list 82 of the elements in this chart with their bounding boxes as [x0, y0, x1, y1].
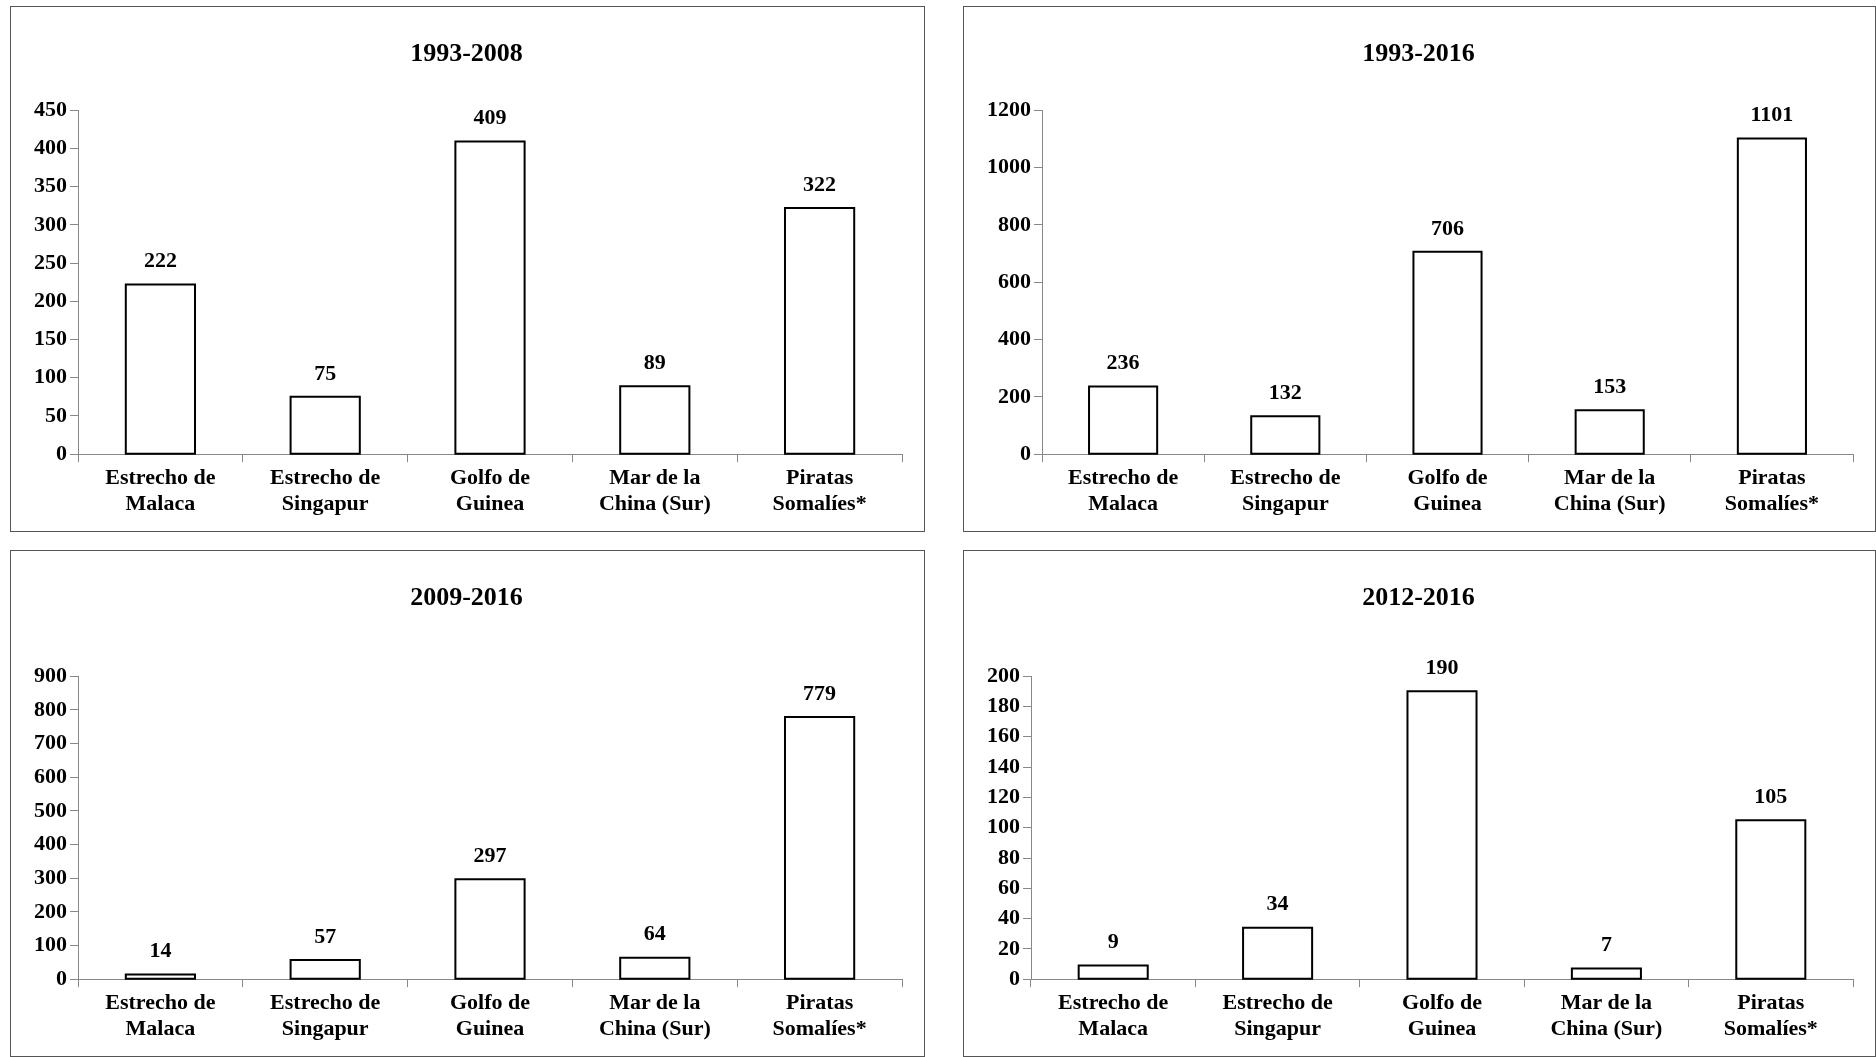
y-tick-label: 150: [34, 325, 67, 351]
data-label: 409: [473, 104, 507, 130]
data-label: 132: [1268, 379, 1302, 405]
data-label: 64: [643, 920, 666, 946]
x-tick-label: Estrecho de Malaca: [105, 989, 216, 1041]
y-tick-label: 60: [998, 873, 1020, 899]
data-label: 297: [473, 841, 507, 867]
y-tick-label: 1200: [987, 95, 1031, 121]
y-tick-label: 80: [998, 843, 1020, 869]
y-tick-label: 160: [987, 722, 1020, 748]
chart-title: 2009-2016: [410, 582, 523, 612]
x-tick-label: Piratas Somalíes*: [772, 464, 867, 516]
y-tick-label: 200: [987, 661, 1020, 687]
data-label: 75: [314, 359, 337, 385]
y-tick-label: 0: [1009, 964, 1020, 990]
y-tick-label: 140: [987, 752, 1020, 778]
data-label: 89: [643, 348, 666, 374]
x-tick-label: Estrecho de Singapur: [270, 989, 381, 1041]
x-tick-label: Mar de la China (Sur): [598, 464, 711, 516]
data-label: 34: [1266, 890, 1289, 916]
x-tick-label: Estrecho de Singapur: [1222, 989, 1333, 1041]
x-tick-label: Estrecho de Singapur: [1230, 464, 1341, 516]
y-tick-label: 500: [34, 796, 67, 822]
y-tick-label: 100: [987, 813, 1020, 839]
y-tick-label: 450: [34, 95, 67, 121]
x-tick-label: Piratas Somalíes*: [1724, 464, 1819, 516]
x-tick-label: Golfo de Guinea: [449, 989, 531, 1041]
data-label: 222: [143, 247, 177, 273]
data-label: 706: [1431, 214, 1464, 240]
x-tick-label: Piratas Somalíes*: [772, 989, 867, 1041]
y-tick-label: 100: [34, 931, 67, 957]
x-tick-label: Piratas Somalíes*: [1723, 989, 1818, 1041]
x-tick-label: Golfo de Guinea: [1401, 989, 1483, 1041]
y-tick-label: 900: [34, 661, 67, 687]
data-label: 7: [1600, 931, 1612, 957]
x-tick-label: Golfo de Guinea: [449, 464, 531, 516]
data-label: 322: [803, 170, 837, 196]
x-tick-label: Estrecho de Malaca: [1058, 989, 1169, 1041]
y-tick-label: 300: [34, 863, 67, 889]
data-label: 105: [1754, 782, 1788, 808]
data-label: 14: [149, 937, 172, 963]
y-tick-label: 400: [34, 134, 67, 160]
data-label: 1101: [1750, 101, 1794, 127]
y-tick-label: 300: [34, 210, 67, 236]
y-tick-label: 400: [998, 325, 1031, 351]
y-tick-label: 200: [34, 897, 67, 923]
y-tick-label: 600: [34, 762, 67, 788]
y-tick-label: 120: [987, 783, 1020, 809]
y-tick-label: 800: [998, 210, 1031, 236]
y-tick-label: 600: [998, 267, 1031, 293]
x-tick-label: Estrecho de Malaca: [105, 464, 216, 516]
data-label: 190: [1425, 654, 1459, 680]
x-tick-label: Golfo de Guinea: [1407, 464, 1488, 516]
y-tick-label: 180: [987, 692, 1020, 718]
y-tick-label: 800: [34, 695, 67, 721]
x-tick-label: Estrecho de Singapur: [270, 464, 381, 516]
x-tick-label: Mar de la China (Sur): [1553, 464, 1666, 516]
y-tick-label: 0: [56, 964, 67, 990]
y-tick-label: 100: [34, 363, 67, 389]
x-tick-label: Mar de la China (Sur): [1550, 989, 1663, 1041]
y-tick-label: 200: [34, 287, 67, 312]
y-tick-label: 250: [34, 248, 67, 274]
x-tick-label: Estrecho de Malaca: [1068, 464, 1179, 516]
y-tick-label: 40: [998, 904, 1020, 930]
y-tick-label: 1000: [987, 153, 1031, 179]
y-tick-label: 20: [998, 934, 1020, 960]
data-label: 779: [803, 679, 837, 705]
data-label: 9: [1107, 928, 1119, 954]
chart-title: 2012-2016: [1362, 582, 1475, 612]
y-tick-label: 0: [1020, 439, 1031, 465]
data-label: 236: [1106, 349, 1140, 375]
y-tick-label: 400: [34, 830, 67, 856]
y-tick-label: 350: [34, 172, 67, 198]
x-tick-label: Mar de la China (Sur): [598, 989, 711, 1041]
chart-title: 1993-2008: [410, 38, 523, 68]
y-tick-label: 200: [998, 382, 1031, 408]
data-label: 153: [1593, 373, 1627, 399]
chart-title: 1993-2016: [1362, 38, 1475, 68]
y-tick-label: 50: [45, 401, 67, 427]
y-tick-label: 700: [34, 729, 67, 755]
y-tick-label: 0: [56, 439, 67, 465]
data-label: 57: [314, 922, 337, 948]
